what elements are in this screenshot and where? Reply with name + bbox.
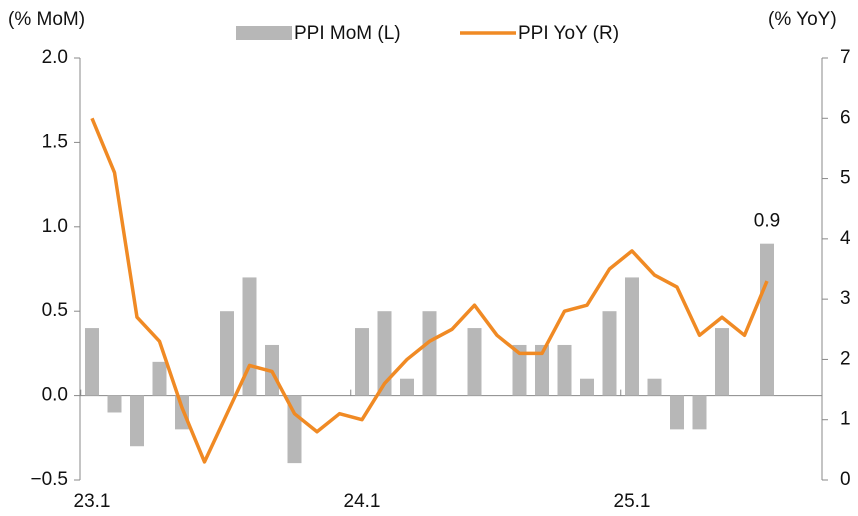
bar [512, 344, 527, 396]
bar [602, 311, 617, 396]
bar [107, 395, 122, 413]
bar [287, 395, 302, 464]
bar [152, 361, 167, 396]
y-tick-label: 1.0 [42, 216, 68, 237]
legend-label: PPI YoY (R) [518, 23, 619, 44]
y-tick-label: 0.0 [42, 385, 68, 406]
bar [130, 395, 144, 447]
bar [670, 395, 684, 430]
bar [355, 328, 369, 396]
bar [220, 311, 234, 396]
bar [535, 344, 549, 396]
y2-tick-label: 3 [840, 288, 851, 309]
y-tick-label: 2.0 [42, 47, 68, 68]
x-tick-label: 23.1 [74, 491, 111, 512]
bar [715, 328, 729, 396]
legend-label: PPI MoM (L) [294, 23, 401, 44]
x-tick-label: 24.1 [344, 491, 381, 512]
bar [625, 277, 639, 396]
bar [760, 243, 774, 396]
bar [175, 395, 189, 430]
bar [647, 378, 662, 396]
y2-tick-label: 2 [840, 348, 851, 369]
y2-tick-label: 7 [840, 47, 851, 68]
x-tick-label: 25.1 [614, 491, 651, 512]
y2-tick-label: 1 [840, 409, 851, 430]
y2-tick-label: 5 [840, 168, 851, 189]
y-tick-label: 0.5 [42, 300, 68, 321]
bar [467, 328, 482, 396]
y2-tick-label: 0 [840, 469, 851, 490]
y2-tick-label: 6 [840, 107, 851, 128]
bar [377, 311, 392, 396]
data-label: 0.9 [754, 211, 780, 232]
bar [400, 378, 414, 396]
y-tick-label: −0.5 [30, 469, 68, 490]
y2-tick-label: 4 [840, 228, 851, 249]
y2-axis-label: (% YoY) [768, 9, 837, 30]
bar [85, 328, 99, 396]
bar [422, 311, 437, 396]
line [90, 117, 769, 464]
bar [692, 395, 707, 430]
bar [557, 344, 572, 396]
y-tick-label: 1.5 [42, 131, 68, 152]
bar [580, 378, 594, 396]
y-axis-label: (% MoM) [8, 9, 85, 30]
legend-swatch [236, 26, 292, 40]
